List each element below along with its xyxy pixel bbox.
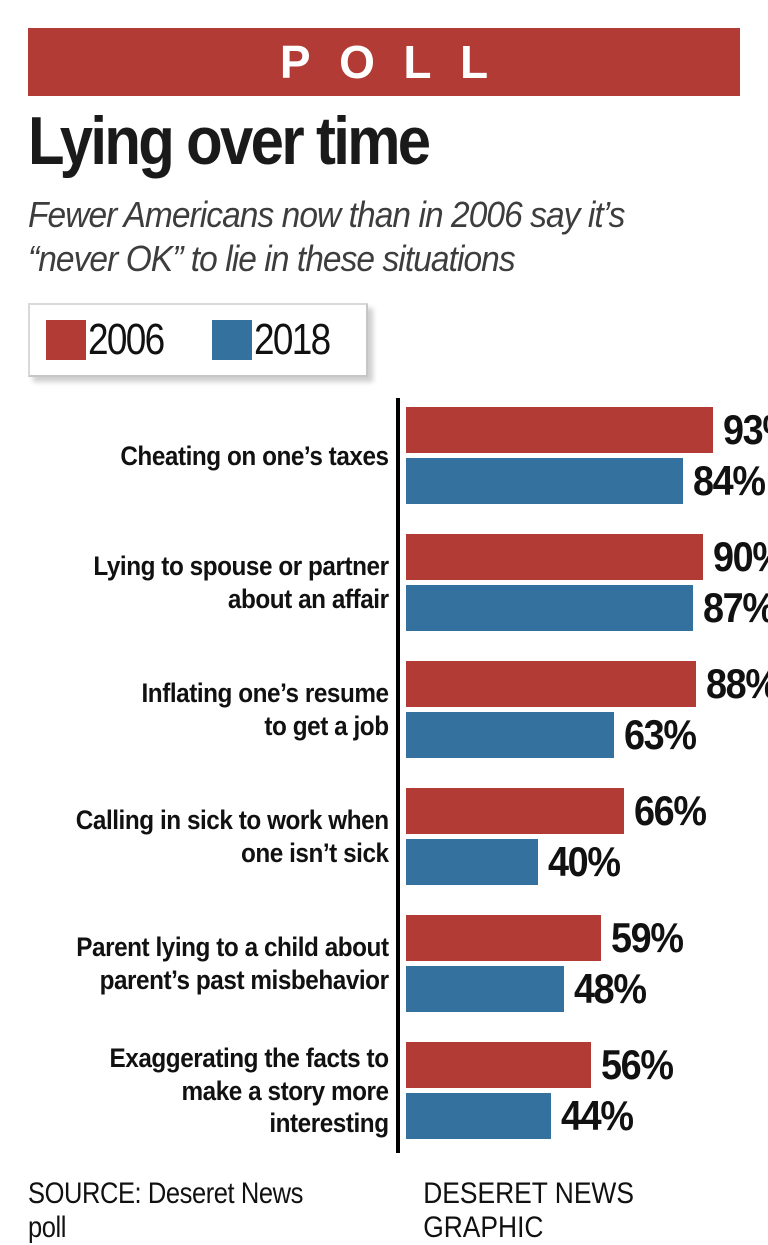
category-label: Lying to spouse or partner about an affa… [93,551,389,614]
chart-row: Inflating one’s resume to get a job 88%63… [28,661,768,759]
footer: SOURCE: Deseret News poll DESERET NEWS G… [28,1177,740,1245]
bar-line-2018: 40% [406,838,740,886]
bar-group: 90%87% [406,533,768,632]
value-label: 63% [623,711,697,759]
chart-row: Cheating on one’s taxes 93%84% [28,407,768,505]
bar-2006 [406,661,697,708]
legend-label-2006: 2006 [88,315,165,365]
value-label: 48% [574,965,647,1013]
bar-2006 [406,534,703,581]
value-label: 87% [703,584,768,632]
chart-axis-line [396,398,400,1154]
legend-swatch-2018 [211,320,252,361]
bar-line-2018: 87% [406,584,768,632]
footer-credit: DESERET NEWS GRAPHIC [423,1177,634,1245]
value-label: 84% [693,457,766,505]
bar-2006 [406,788,624,835]
value-label: 93% [722,406,768,454]
page-title: Lying over time [28,103,431,179]
value-label: 88% [706,660,768,708]
category-label: Exaggerating the facts to make a story m… [109,1043,390,1138]
legend-item-2006: 2006 [46,318,178,362]
poll-banner: POLL [28,28,740,96]
bar-2018 [406,966,565,1013]
category-label: Parent lying to a child about parent’s p… [76,932,389,995]
bar-group: 66% 40% [406,787,740,886]
bar-line-2018: 63% [406,711,768,759]
footer-source: SOURCE: Deseret News poll [28,1177,303,1245]
bar-group: 88%63% [406,660,768,759]
category-label: Cheating on one’s taxes [120,440,389,471]
poll-banner-label: POLL [279,36,517,88]
bar-line-2006: 59% [406,914,740,962]
legend-swatch-2006 [46,320,86,361]
bar-line-2006: 90% [406,533,768,581]
bar-2006 [406,1042,591,1089]
bar-2018 [406,458,684,505]
bar-group: 59% 48% [406,914,740,1013]
bar-line-2018: 48% [406,965,740,1013]
chart-row: Parent lying to a child about parent’s p… [28,914,740,1013]
bar-2018 [406,839,538,886]
bar-line-2018: 84% [406,457,768,505]
legend-label-2018: 2018 [253,315,331,365]
bar-line-2018: 44% [406,1092,740,1140]
chart-legend: 2006 2018 [28,303,368,378]
bar-line-2006: 93% [406,406,768,454]
chart-row: Calling in sick to work when one isn’t s… [28,787,740,886]
category-label: Inflating one’s resume to get a job [141,678,389,741]
chart-row: Exaggerating the facts to make a story m… [28,1041,740,1140]
value-label: 44% [561,1092,634,1140]
bar-chart: Cheating on one’s taxes 93%84% Lying to sp… [28,398,768,1154]
bar-line-2006: 88% [406,660,768,708]
chart-subtitle: Fewer Americans now than in 2006 say it’… [28,194,625,280]
bar-2006 [406,915,601,962]
value-label: 90% [713,533,768,581]
chart-row: Lying to spouse or partner about an affa… [28,534,768,632]
value-label: 66% [633,787,707,835]
bar-line-2006: 66% [406,787,740,835]
bar-group: 93%84% [406,406,768,505]
chart-rows: Cheating on one’s taxes 93%84% Lying to sp… [28,407,768,1140]
value-label: 59% [610,914,684,962]
bar-line-2006: 56% [406,1041,740,1089]
bar-2018 [406,1093,552,1140]
value-label: 40% [548,838,621,886]
bar-2018 [406,585,694,632]
bar-2018 [406,712,614,759]
value-label: 56% [600,1041,674,1089]
bar-group: 56% 44% [406,1041,740,1140]
bar-2006 [406,407,713,454]
legend-item-2018: 2018 [211,315,344,365]
category-label: Calling in sick to work when one isn’t s… [75,805,389,868]
